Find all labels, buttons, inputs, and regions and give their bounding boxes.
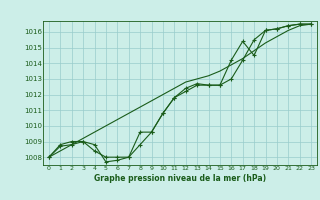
- X-axis label: Graphe pression niveau de la mer (hPa): Graphe pression niveau de la mer (hPa): [94, 174, 266, 183]
